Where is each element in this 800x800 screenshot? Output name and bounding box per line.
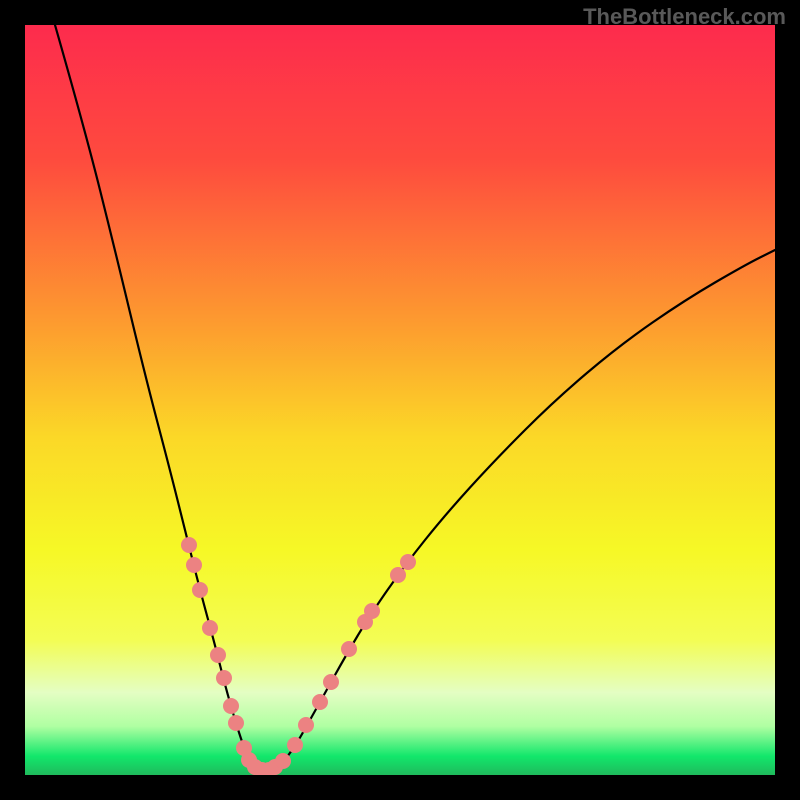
data-marker <box>202 620 218 636</box>
watermark-text: TheBottleneck.com <box>583 4 786 30</box>
data-marker <box>323 674 339 690</box>
data-marker <box>186 557 202 573</box>
data-marker <box>341 641 357 657</box>
bottleneck-chart <box>25 25 775 775</box>
data-marker <box>364 603 380 619</box>
data-marker <box>390 567 406 583</box>
data-marker <box>298 717 314 733</box>
data-marker <box>223 698 239 714</box>
data-marker <box>400 554 416 570</box>
data-marker <box>275 753 291 769</box>
data-marker <box>312 694 328 710</box>
data-marker <box>287 737 303 753</box>
gradient-rect <box>25 25 775 775</box>
data-marker <box>216 670 232 686</box>
data-marker <box>210 647 226 663</box>
data-marker <box>181 537 197 553</box>
data-marker <box>192 582 208 598</box>
data-marker <box>228 715 244 731</box>
outer-frame: TheBottleneck.com <box>0 0 800 800</box>
